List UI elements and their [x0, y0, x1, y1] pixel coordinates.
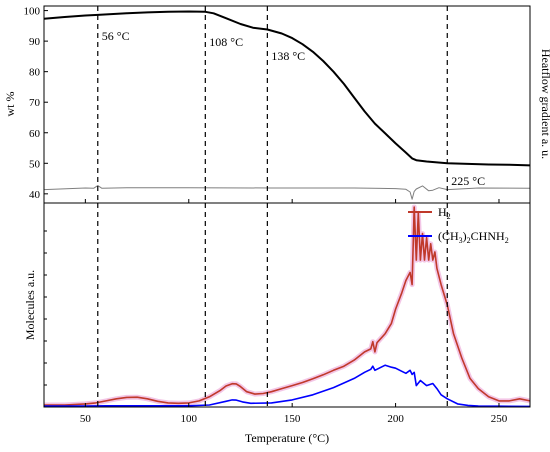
x-tick-label: 250 [491, 413, 508, 425]
bottom-y-axis-label: Molecules a.u. [23, 270, 37, 340]
bottom-marks [44, 204, 531, 408]
top-y-axis-label: wt % [3, 92, 17, 117]
temperature-annotation: 56 °C [102, 29, 130, 43]
top-marks [43, 10, 531, 200]
top-y-tick-label: 50 [29, 158, 41, 170]
bottom-x-ticks: 50 100 150 200 250 [80, 403, 508, 425]
x-tick-label: 200 [387, 413, 404, 425]
legend-entry: H2 [438, 205, 451, 221]
top-right-y-axis-label: Heatflow gradient a. u. [539, 49, 550, 159]
bottom-annotations [97, 203, 448, 407]
h2-line [44, 206, 531, 406]
top-y-tick-label: 60 [29, 128, 41, 140]
x-tick-label: 150 [284, 413, 301, 425]
temperature-annotation: 138 °C [271, 49, 305, 63]
temperature-annotation: 108 °C [209, 35, 243, 49]
top-y-tick-label: 40 [29, 189, 41, 201]
top-y-tick-label: 70 [29, 97, 41, 109]
top-x-ticks [84, 199, 500, 203]
top-y-tick-label: 100 [24, 6, 41, 18]
top-y-tick-label: 80 [29, 67, 41, 79]
top-panel: 56 °C 108 °C 138 °C 225 °C 40 50 60 70 80 90 100 [24, 5, 531, 204]
x-axis-label: Temperature (°C) [245, 431, 329, 445]
x-tick-label: 100 [181, 413, 198, 425]
top-annotations: 56 °C 108 °C 138 °C 225 °C [97, 6, 485, 203]
top-y-ticks: 40 50 60 70 80 90 100 [24, 6, 48, 201]
temperature-annotation: 225 °C [451, 174, 485, 188]
x-tick-label: 50 [80, 413, 92, 425]
heatflow-gradient-line [43, 185, 531, 200]
top-y-tick-label: 90 [29, 36, 41, 48]
legend-entry: (CH3)2CHNH2 [438, 229, 509, 245]
isopropylamine-line [44, 364, 531, 408]
legend: H2 (CH3)2CHNH2 [408, 205, 509, 245]
bottom-panel: 50 100 150 200 250 H2 (CH3)2CHNH2 [43, 202, 531, 425]
weight-loss-line [43, 10, 531, 167]
bottom-plot-frame [43, 202, 531, 408]
